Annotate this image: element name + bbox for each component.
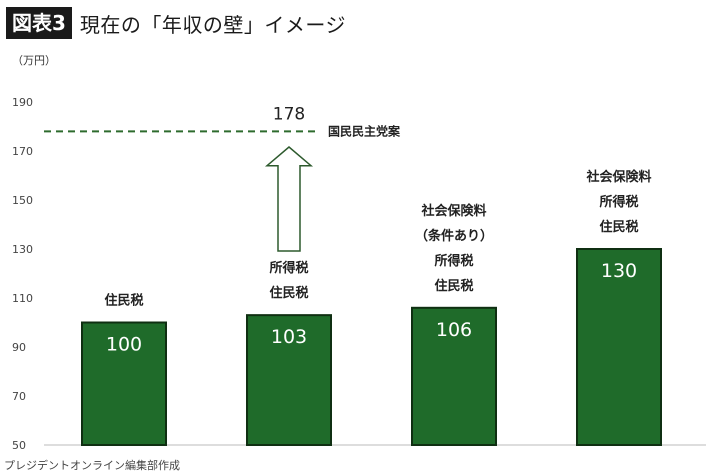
y-tick-label: 110 xyxy=(12,292,33,305)
bar-value-label: 100 xyxy=(106,334,142,356)
reference-name-label: 国民民主党案 xyxy=(328,123,401,138)
bar-value-label: 106 xyxy=(436,319,472,341)
bar-category-label: 所得税 xyxy=(269,260,308,276)
figure-header: 図表3 現在の「年収の壁」イメージ xyxy=(0,6,346,40)
bar-category-label: 所得税 xyxy=(434,253,473,269)
up-arrow xyxy=(264,146,314,252)
bar-category-label: 社会保険料 xyxy=(585,169,651,185)
bar-category-label: 住民税 xyxy=(269,285,308,301)
bar-category-label: 所得税 xyxy=(599,194,638,210)
bar-category-label: 住民税 xyxy=(104,293,143,309)
y-tick-label: 70 xyxy=(12,390,26,403)
bar-100 xyxy=(81,321,167,446)
bar-value-label: 130 xyxy=(601,260,637,282)
y-tick-label: 90 xyxy=(12,341,26,354)
y-tick-label: 170 xyxy=(12,145,33,158)
y-tick-label: 150 xyxy=(12,194,33,207)
figure-badge: 図表3 xyxy=(6,7,72,39)
y-axis-unit: （万円） xyxy=(12,54,56,67)
y-tick-label: 190 xyxy=(12,96,33,109)
bar-value-label: 103 xyxy=(271,326,307,348)
bar-category-label: 社会保険料 xyxy=(420,203,486,219)
y-tick-label: 130 xyxy=(12,243,33,256)
bar-category-label: 住民税 xyxy=(434,278,473,294)
source-credit: プレジデントオンライン編集部作成 xyxy=(4,459,180,472)
bar-category-label: （条件あり） xyxy=(415,228,493,244)
chart-title: 現在の「年収の壁」イメージ xyxy=(79,12,347,37)
bar-103 xyxy=(246,314,332,446)
bar-106 xyxy=(411,306,497,446)
bar-category-label: 住民税 xyxy=(599,219,638,235)
bar-130 xyxy=(576,248,662,446)
y-tick-label: 50 xyxy=(12,439,26,452)
reference-value-label: 178 xyxy=(273,104,305,124)
